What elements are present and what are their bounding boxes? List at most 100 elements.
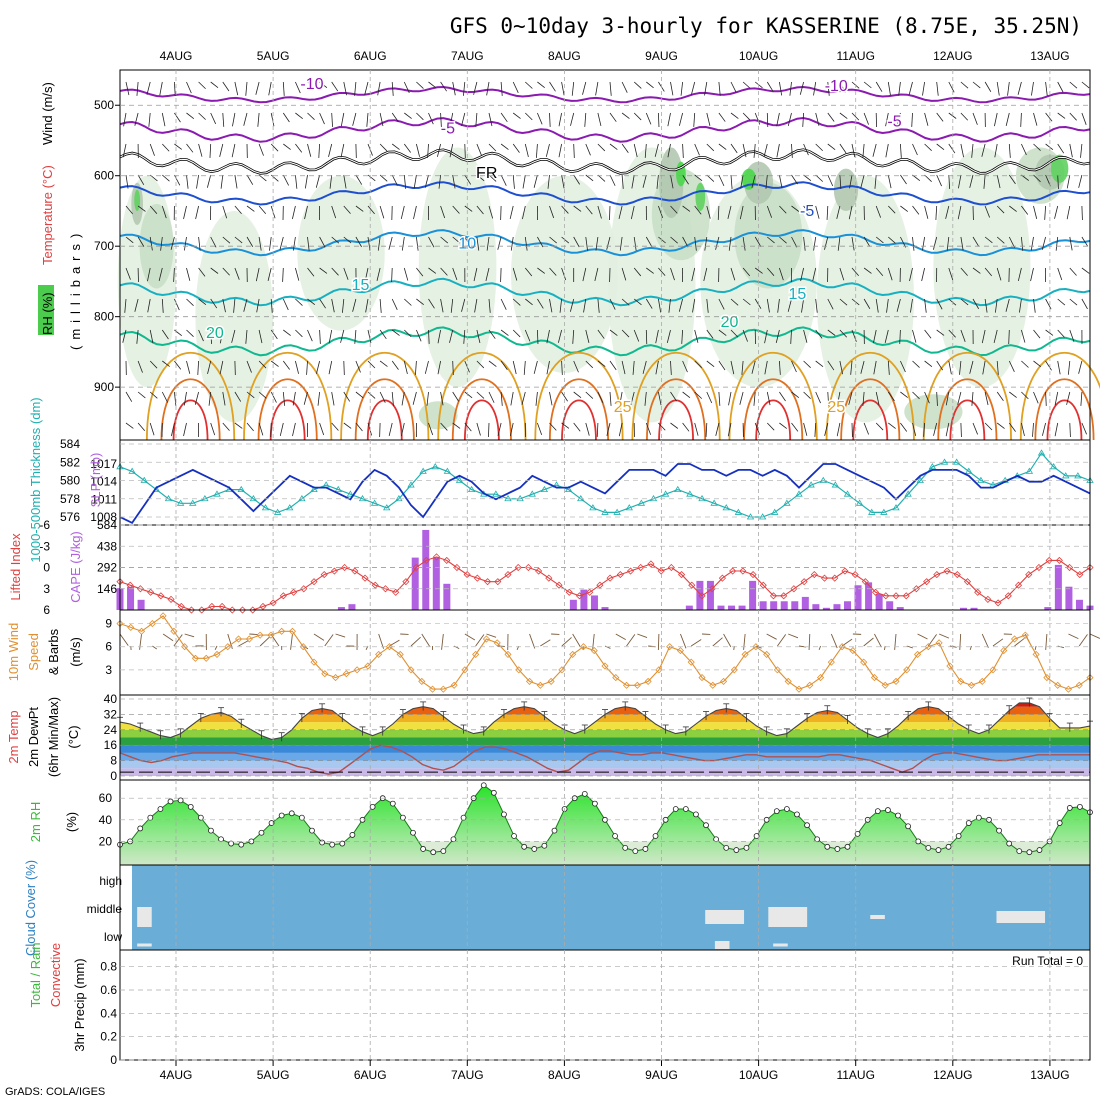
wind-barb bbox=[304, 205, 308, 220]
wind-barb bbox=[354, 81, 357, 96]
wind-barb bbox=[437, 360, 441, 375]
wind-barb bbox=[428, 298, 435, 309]
wind-barb bbox=[900, 143, 902, 158]
wind-barb bbox=[694, 236, 697, 251]
wind-speed-line-point bbox=[558, 666, 566, 674]
wind-barb bbox=[815, 329, 823, 339]
wind-speed-line-point bbox=[946, 662, 954, 670]
wind-barb bbox=[984, 81, 992, 92]
temp2m-label-b: 2m DewPt bbox=[26, 707, 41, 767]
wind-barb bbox=[319, 422, 325, 436]
wind-barb bbox=[595, 81, 599, 96]
wind-barb-10m bbox=[441, 633, 444, 650]
date-label-bottom: 11AUG bbox=[836, 1068, 874, 1082]
thickness-line-point bbox=[1049, 463, 1058, 470]
wind-barb bbox=[597, 329, 605, 339]
rh2m-line-point bbox=[208, 827, 214, 834]
lifted-index-line-point bbox=[872, 588, 880, 596]
wind-barb bbox=[174, 112, 181, 123]
wind-barb bbox=[524, 236, 528, 251]
wind-barb bbox=[461, 298, 466, 312]
wind-barb bbox=[343, 360, 345, 375]
lifted-index-line-point bbox=[402, 578, 410, 586]
wind-barb bbox=[666, 329, 671, 343]
wind-barb-10m bbox=[162, 633, 174, 642]
wind-barb bbox=[137, 391, 146, 399]
wind-barb bbox=[935, 205, 938, 220]
wind-barb bbox=[824, 422, 829, 436]
wind-barb bbox=[694, 174, 703, 182]
wind-barb bbox=[670, 391, 677, 402]
rh2m-line-point bbox=[147, 814, 154, 821]
wind-barb bbox=[319, 81, 328, 88]
wind-barb bbox=[921, 267, 925, 282]
wind-barb bbox=[416, 236, 419, 251]
wind-barb bbox=[194, 391, 199, 405]
wind-barb bbox=[730, 112, 739, 119]
rh2m-line-point bbox=[541, 842, 548, 849]
lifted-index-line bbox=[119, 556, 1091, 611]
wind-barb bbox=[790, 329, 792, 344]
thickness-line-point bbox=[1062, 472, 1070, 479]
cloud-patch bbox=[714, 913, 730, 921]
wind-barb bbox=[682, 236, 689, 248]
wind-barb bbox=[887, 174, 892, 189]
isotherm-warm-loop bbox=[1019, 351, 1100, 441]
wind-barb bbox=[207, 360, 212, 374]
wind-barb bbox=[464, 422, 472, 432]
wind-barb bbox=[645, 112, 652, 125]
wind-barb bbox=[633, 81, 642, 89]
wind-barb bbox=[1069, 329, 1075, 343]
temp-band bbox=[120, 729, 1090, 738]
thickness-tick-label: 578 bbox=[60, 492, 80, 506]
wind-barb bbox=[367, 174, 376, 182]
rh2m-line-point bbox=[349, 832, 356, 838]
wind-barb bbox=[307, 298, 316, 306]
rh2m-line-point bbox=[905, 823, 912, 830]
temp2m-label-a: 2m Temp bbox=[6, 710, 21, 763]
thickness-line-point bbox=[1013, 472, 1021, 479]
wind-barb bbox=[851, 236, 855, 251]
wind-barb bbox=[765, 174, 768, 189]
wind-barb bbox=[282, 81, 285, 96]
wind-barb bbox=[352, 298, 357, 312]
wind-barb bbox=[775, 329, 780, 343]
wind-barb bbox=[945, 422, 950, 437]
wind-speed-line-point bbox=[913, 650, 922, 658]
wind-barb bbox=[245, 329, 248, 344]
wind-barb bbox=[972, 112, 978, 125]
precip-total-label: Total / Rain bbox=[28, 942, 43, 1007]
wind-barb bbox=[642, 360, 647, 374]
rh2m-line-point bbox=[288, 810, 295, 817]
wind-speed-line-point bbox=[1010, 635, 1019, 643]
wind-barb bbox=[791, 205, 800, 212]
cloud-background bbox=[132, 865, 1090, 950]
thickness-line-point bbox=[795, 490, 803, 497]
wind-barb bbox=[1044, 205, 1046, 220]
wind-barb bbox=[718, 298, 725, 310]
rh2m-line-point bbox=[1066, 805, 1073, 811]
lifted-index-line-point bbox=[136, 585, 144, 593]
wind-barb bbox=[524, 143, 529, 158]
lifted-index-line-point bbox=[300, 585, 308, 593]
wind-barb bbox=[512, 81, 519, 93]
wind-barb bbox=[561, 174, 565, 189]
wind-barb bbox=[283, 143, 291, 150]
wind-barb bbox=[909, 267, 913, 282]
cape-bar bbox=[432, 557, 440, 610]
wind-barb bbox=[960, 267, 968, 276]
lifted-index-line-point bbox=[647, 560, 655, 568]
wind-barb bbox=[561, 422, 570, 429]
lifted-index-line-point bbox=[1035, 563, 1043, 572]
cape-bar bbox=[959, 607, 967, 610]
wind-barb bbox=[512, 174, 515, 189]
wind-barb bbox=[522, 174, 526, 189]
wind-barb bbox=[960, 143, 964, 158]
wind-barb bbox=[595, 236, 599, 251]
wind-speed-line-point bbox=[428, 685, 437, 693]
wind-barb bbox=[682, 360, 688, 373]
wind-barb bbox=[1078, 174, 1083, 188]
wind-barb-10m bbox=[626, 634, 636, 647]
wind-barb bbox=[924, 298, 927, 313]
wind-barb bbox=[331, 267, 339, 276]
